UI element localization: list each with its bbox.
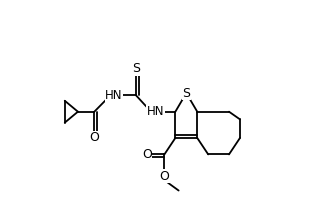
Text: O: O	[142, 148, 152, 161]
Text: S: S	[132, 62, 140, 76]
Text: S: S	[182, 87, 190, 100]
Text: O: O	[89, 131, 99, 145]
Text: HN: HN	[105, 89, 123, 102]
Text: HN: HN	[147, 105, 165, 118]
Text: O: O	[160, 170, 169, 183]
